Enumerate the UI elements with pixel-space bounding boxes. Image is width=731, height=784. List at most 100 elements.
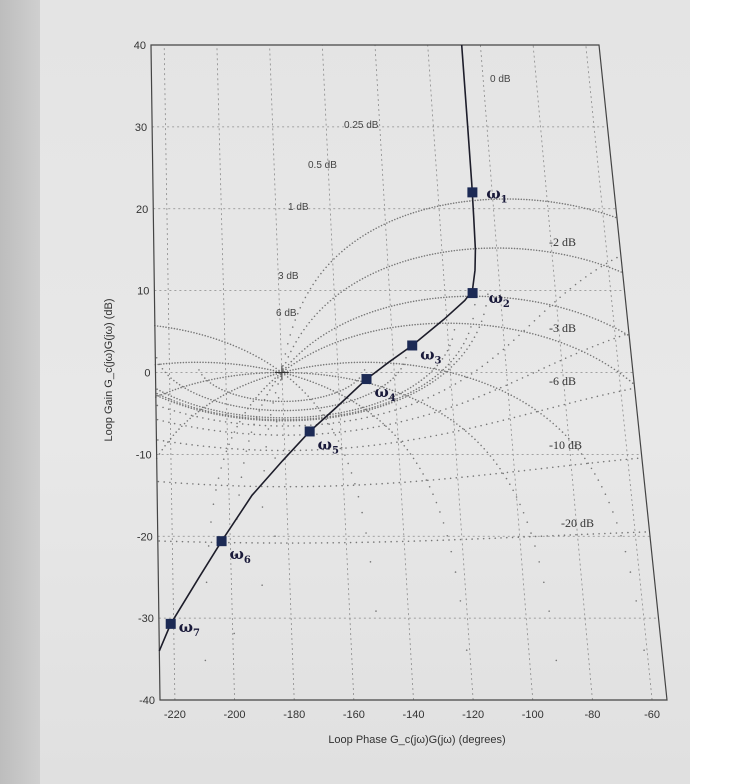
m-contour-point	[300, 399, 303, 402]
n-contour-point	[508, 483, 511, 485]
n-contour-point	[269, 374, 272, 377]
n-contour-point	[550, 201, 553, 203]
n-contour-point	[338, 392, 340, 395]
n-contour-point	[320, 347, 323, 350]
n-contour-point	[204, 334, 207, 337]
m-contour-point	[249, 485, 252, 488]
n-contour-point	[386, 327, 389, 330]
n-contour-point	[490, 295, 492, 298]
n-contour-point	[554, 339, 557, 342]
m-contour-point	[161, 367, 164, 370]
n-contour-point	[515, 298, 517, 300]
m-contour-point	[252, 398, 255, 400]
n-contour-point	[181, 329, 184, 332]
m-contour-point	[195, 393, 198, 395]
m-contour-point	[387, 397, 390, 400]
m-contour-point	[336, 391, 339, 393]
n-contour-point	[396, 217, 399, 220]
m-contour-point	[327, 432, 330, 435]
n-contour-point	[176, 328, 178, 330]
n-contour-point	[480, 247, 483, 250]
m-contour-point	[363, 410, 365, 413]
m-contour-point	[390, 396, 393, 399]
n-contour-point	[594, 261, 597, 264]
m-contour-point	[426, 384, 429, 387]
m-contour-point	[267, 418, 269, 421]
n-contour-point	[499, 467, 501, 470]
n-contour-point	[286, 373, 289, 375]
m-contour-point	[597, 343, 599, 346]
n-contour-point	[335, 255, 338, 258]
n-contour-point	[233, 363, 235, 365]
m-contour-point	[385, 398, 387, 401]
n-contour-point	[356, 280, 358, 283]
m-contour-point	[190, 405, 193, 408]
m-contour-point	[167, 408, 170, 410]
n-contour-point	[255, 397, 257, 399]
m-contour-point	[585, 462, 588, 465]
m-contour-point	[253, 415, 255, 418]
m-contour-point	[236, 448, 239, 450]
m-contour-point	[321, 416, 323, 419]
n-contour-point	[169, 390, 171, 393]
n-contour-point	[445, 250, 447, 253]
n-contour-point	[572, 255, 574, 258]
n-contour-point	[407, 259, 410, 261]
m-contour-point	[294, 400, 297, 402]
n-contour-point	[382, 422, 384, 425]
n-contour-point	[616, 522, 618, 524]
n-contour-point	[555, 425, 558, 428]
n-contour-point	[266, 385, 268, 387]
n-contour-point	[266, 368, 269, 371]
m-contour-point	[344, 430, 346, 433]
n-contour-point	[230, 375, 233, 377]
m-contour-point	[286, 542, 288, 544]
m-contour-point	[276, 425, 278, 427]
m-contour-point	[338, 421, 340, 424]
n-contour-point	[227, 375, 230, 378]
n-contour-point	[373, 415, 375, 417]
n-contour-point	[442, 522, 445, 524]
n-contour-point	[495, 387, 498, 389]
m-contour-point	[602, 341, 605, 344]
n-contour-point	[631, 382, 634, 384]
n-contour-point	[195, 332, 198, 335]
m-contour-point	[431, 377, 434, 380]
n-contour-point	[377, 270, 380, 272]
m-contour-point	[157, 439, 159, 441]
n-contour-point	[274, 380, 277, 383]
y-tick-label: -30	[138, 613, 154, 625]
m-contour-point	[184, 401, 187, 403]
n-contour-point	[491, 247, 494, 249]
m-contour-point	[255, 408, 258, 410]
n-contour-point	[192, 415, 194, 417]
n-contour-point	[230, 437, 233, 439]
m-contour-point	[196, 404, 198, 407]
m-contour-point	[425, 539, 427, 542]
m-contour-point	[375, 483, 378, 485]
n-contour-point	[343, 248, 346, 251]
n-contour-point	[272, 365, 275, 368]
m-contour-point	[624, 333, 626, 336]
n-contour-point	[492, 325, 494, 327]
n-contour-point	[452, 202, 455, 204]
m-contour-point	[523, 469, 526, 472]
n-contour-point	[295, 341, 297, 343]
m-contour-point	[506, 471, 509, 474]
grid-v-line	[163, 44, 176, 701]
m-contour-point	[377, 405, 379, 407]
n-contour-point	[370, 361, 373, 364]
n-contour-point	[359, 279, 361, 281]
n-contour-point	[168, 326, 170, 329]
n-contour-point	[483, 247, 486, 250]
m-contour-point	[378, 387, 381, 390]
n-contour-point	[422, 473, 424, 475]
m-contour-point	[204, 407, 207, 409]
n-contour-point	[556, 201, 558, 204]
n-contour-point	[395, 362, 398, 365]
m-contour-point	[442, 368, 445, 371]
y-tick-label: 40	[134, 40, 146, 52]
n-contour-point	[323, 386, 326, 388]
n-contour-point	[483, 324, 486, 326]
m-contour-point	[369, 483, 372, 486]
